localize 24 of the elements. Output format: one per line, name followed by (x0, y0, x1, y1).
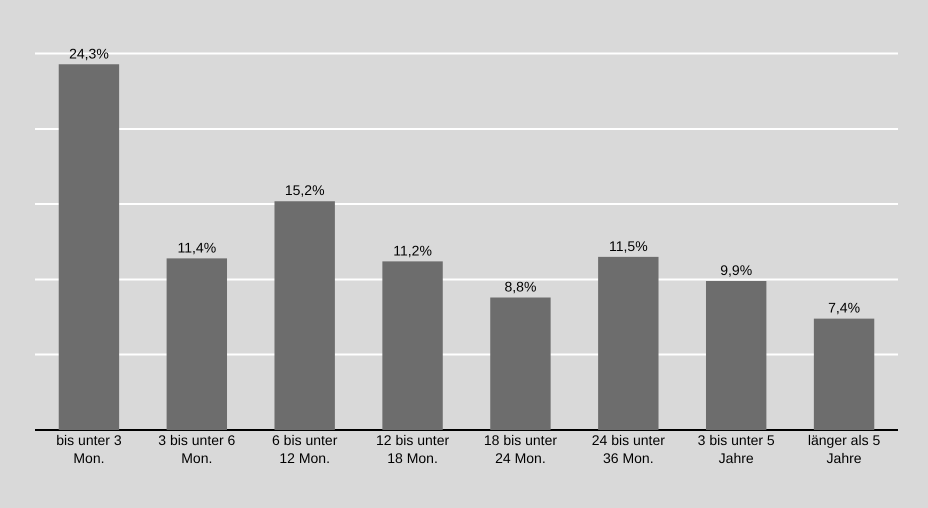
bar (274, 201, 335, 430)
x-tick-label: 3 bis unter 5 Jahre (698, 432, 775, 466)
data-label: 7,4% (828, 300, 860, 316)
bar (490, 298, 551, 430)
bar (382, 261, 443, 430)
x-tick-label: länger als 5 Jahre (808, 432, 880, 466)
x-tick-label: 24 bis unter 36 Mon. (592, 432, 666, 466)
bar (166, 258, 228, 430)
x-tick-label: 3 bis unter 6 Mon. (158, 432, 236, 466)
data-label: 15,2% (284, 182, 325, 198)
bar (814, 318, 874, 430)
x-tick-label: bis unter 3 Mon. (56, 432, 122, 466)
x-tick-label: 18 bis unter 24 Mon. (484, 432, 558, 466)
bar (706, 280, 766, 430)
data-label: 11,2% (393, 242, 432, 258)
x-tick-label: 6 bis unter 12 Mon. (272, 432, 338, 466)
data-label: 8,8% (504, 278, 536, 295)
data-label: 9,9% (720, 262, 752, 278)
bar (598, 256, 659, 430)
data-label: 24,3% (69, 45, 109, 62)
x-tick-label: 12 bis unter 18 Mon. (376, 432, 450, 466)
data-label: 11,4% (177, 239, 216, 256)
bar (58, 64, 120, 430)
data-label: 11,5% (608, 238, 648, 254)
